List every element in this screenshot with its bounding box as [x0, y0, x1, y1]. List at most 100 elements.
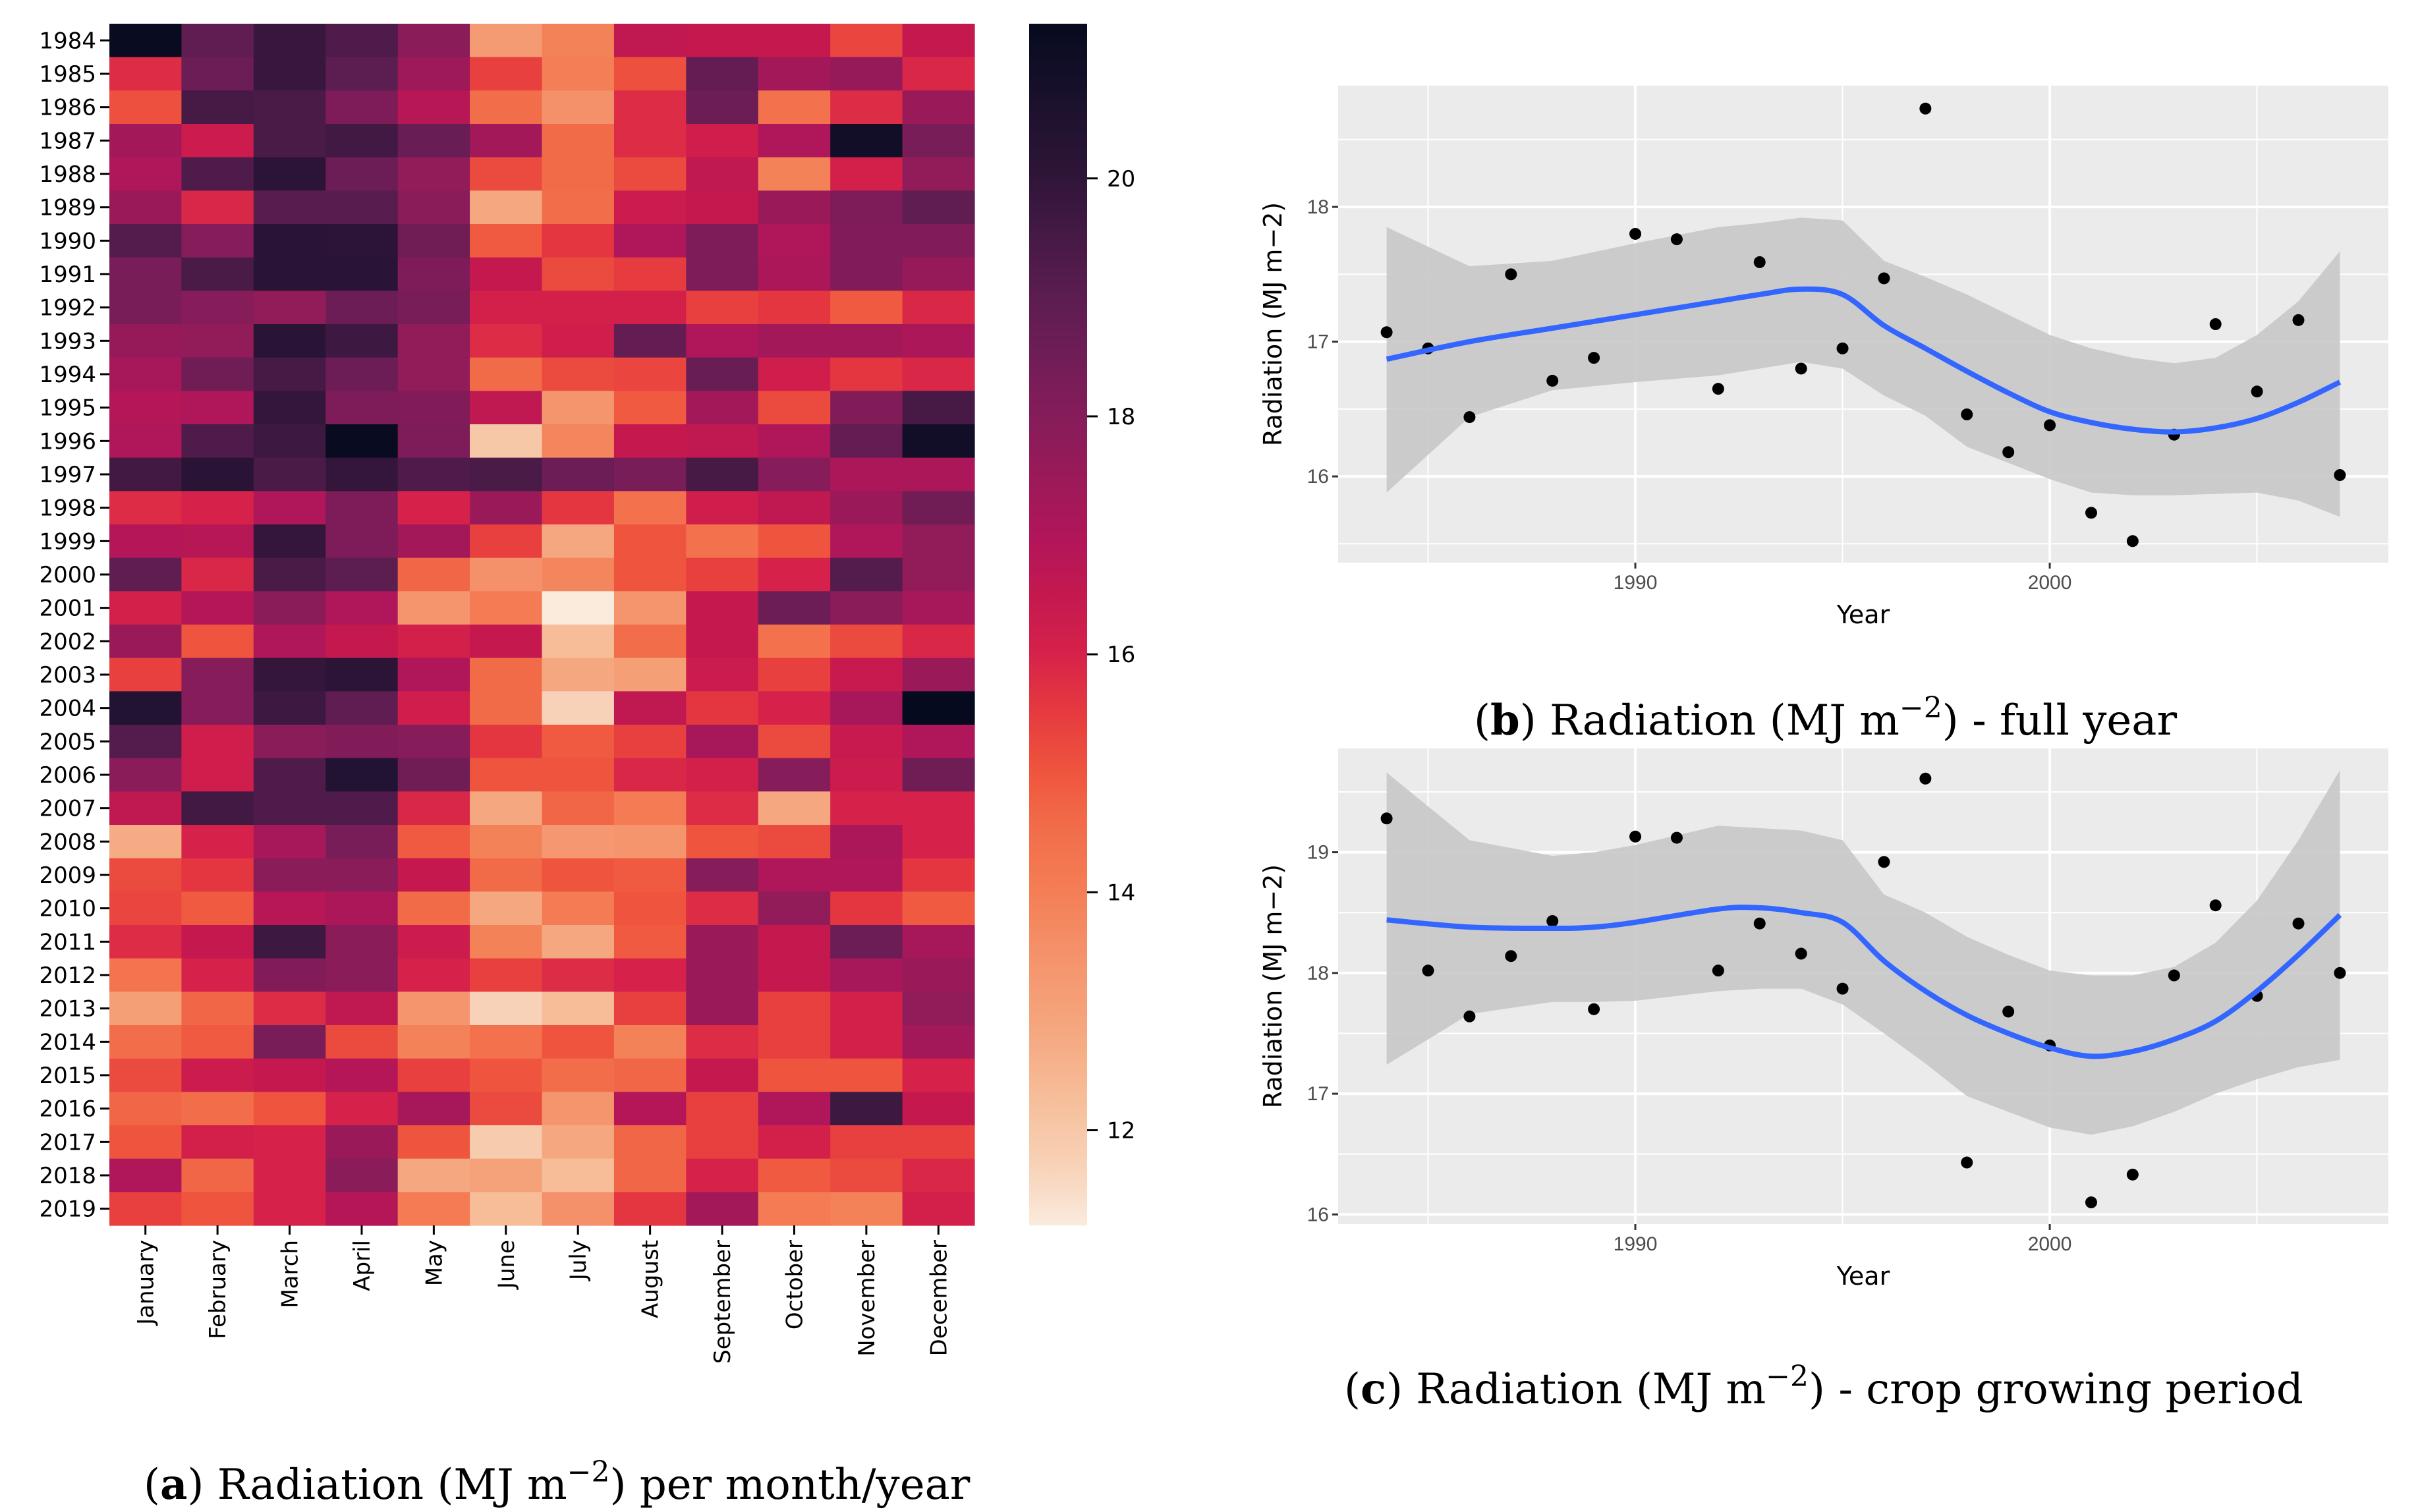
heatmap-cell [613, 224, 687, 258]
heatmap-cell [542, 625, 615, 659]
x-tick-label: April [349, 1240, 376, 1291]
heatmap-cell [253, 691, 326, 725]
heatmap-cell [902, 491, 975, 525]
heatmap-cell [830, 90, 903, 125]
heatmap-cell [397, 57, 470, 91]
heatmap-cell [686, 224, 759, 258]
x-tick-label: March [277, 1240, 304, 1308]
heatmap-cell [253, 1158, 326, 1192]
heatmap-cell [758, 858, 831, 892]
data-point [1836, 982, 1849, 995]
heatmap-cell [613, 625, 687, 659]
heatmap-cell [253, 24, 326, 58]
y-tick-label: 2001 [39, 596, 96, 622]
data-point [1795, 947, 1807, 960]
x-tick-label: 1990 [1614, 572, 1658, 594]
heatmap-cell [686, 958, 759, 992]
heatmap-cell [109, 1158, 183, 1192]
heatmap-cell [470, 691, 543, 725]
heatmap-cell [109, 457, 183, 491]
heatmap-cell [542, 725, 615, 759]
heatmap-cell [325, 758, 399, 792]
heatmap-cell [397, 190, 470, 225]
heatmap-cell [613, 791, 687, 826]
colorbar-tick-label: 14 [1107, 880, 1135, 906]
heatmap-cell [253, 625, 326, 659]
heatmap-cell [470, 224, 543, 258]
heatmap-cell [325, 357, 399, 391]
heatmap-cell [109, 90, 183, 125]
heatmap-cell [325, 457, 399, 491]
x-axis-title: Year [1836, 600, 1890, 629]
heatmap-cell [109, 257, 183, 291]
heatmap-cell [613, 992, 687, 1026]
heatmap-cell [542, 124, 615, 158]
heatmap-cell [542, 157, 615, 191]
heatmap-cell [253, 725, 326, 759]
heatmap-cell [470, 958, 543, 992]
heatmap-cell [397, 524, 470, 559]
heatmap-cell [758, 157, 831, 191]
heatmap-cell [325, 1025, 399, 1059]
heatmap-cell [253, 791, 326, 826]
heatmap-cell [830, 1192, 903, 1226]
heatmap-cell [758, 625, 831, 659]
heatmap-cell [830, 958, 903, 992]
confidence-band [1386, 217, 2340, 517]
heatmap-cell [902, 891, 975, 926]
data-point [2085, 507, 2097, 519]
data-point [1463, 1010, 1476, 1022]
heatmap-cell [470, 157, 543, 191]
heatmap-cell [830, 257, 903, 291]
heatmap-cell [542, 57, 615, 91]
heatmap-cell [109, 1092, 183, 1126]
heatmap-cell [686, 758, 759, 792]
heatmap-cell [613, 391, 687, 425]
heatmap-cell [325, 157, 399, 191]
heatmap-cell [470, 357, 543, 391]
heatmap-cell [470, 591, 543, 625]
heatmap-cell [470, 625, 543, 659]
x-axis-title: Year [1836, 1262, 1890, 1291]
heatmap-cell [181, 124, 254, 158]
heatmap-cell [253, 891, 326, 926]
data-point [2292, 917, 2305, 930]
heatmap-cell [902, 992, 975, 1026]
heatmap-cell [686, 891, 759, 926]
heatmap-cell [470, 858, 543, 892]
heatmap-cell [542, 291, 615, 325]
heatmap-cell [686, 524, 759, 559]
heatmap-cell [109, 391, 183, 425]
y-tick-label: 2000 [39, 562, 96, 588]
heatmap-cell [253, 1192, 326, 1226]
heatmap-cell [325, 24, 399, 58]
heatmap-cell [397, 691, 470, 725]
heatmap-cell [613, 357, 687, 391]
data-point [1836, 342, 1849, 354]
heatmap-cell [397, 1058, 470, 1092]
heatmap-cell [902, 925, 975, 959]
heatmap-cell [542, 424, 615, 459]
y-tick-label: 2012 [39, 963, 96, 989]
heatmap-cell [325, 257, 399, 291]
heatmap-cell [325, 992, 399, 1026]
heatmap-cell [109, 1192, 183, 1226]
heatmap-cell [470, 524, 543, 559]
heatmap-cell [253, 291, 326, 325]
heatmap-cell [686, 1025, 759, 1059]
heatmap-cell [109, 324, 183, 358]
heatmap-cell [758, 1058, 831, 1092]
y-tick-label: 16 [1307, 466, 1329, 488]
heatmap-cell [686, 825, 759, 859]
heatmap-cell [325, 1092, 399, 1126]
heatmap-cell [902, 90, 975, 125]
heatmap-cell [325, 691, 399, 725]
heatmap-cell [830, 1025, 903, 1059]
heatmap-cell [613, 591, 687, 625]
heatmap-cell [758, 725, 831, 759]
y-tick-label: 2016 [39, 1096, 96, 1123]
heatmap-cell [830, 925, 903, 959]
heatmap-cell [325, 791, 399, 826]
data-point [2085, 1196, 2097, 1209]
heatmap-cell [830, 1158, 903, 1192]
